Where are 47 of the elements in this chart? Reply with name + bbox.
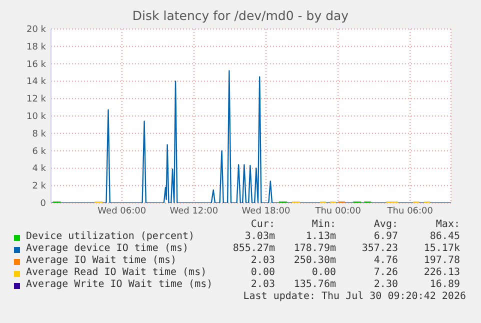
- x-tick-label: Wed 12:00: [170, 206, 218, 216]
- text: 16.89: [430, 279, 460, 290]
- text: 855.27m: [232, 243, 275, 254]
- y-tick-label: 4 k: [32, 164, 47, 174]
- text: Avg:: [374, 219, 398, 230]
- legend-label: Average device IO time (ms): [26, 243, 189, 254]
- x-tick-label: Wed 18:00: [242, 206, 290, 216]
- text: 3.03m: [244, 231, 275, 242]
- text: 178.79m: [294, 243, 336, 254]
- y-tick-label: 20 k: [26, 25, 47, 35]
- text: 135.76m: [294, 279, 336, 290]
- legend-label: Device utilization (percent): [26, 231, 195, 242]
- text: 86.45: [430, 231, 460, 242]
- legend-label: Average IO Wait time (ms): [26, 255, 177, 266]
- text: 2.30: [374, 279, 398, 290]
- text: Last update: Thu Jul 30 09:20:42 2026: [243, 291, 466, 302]
- legend-label: Average Read IO Wait time (ms): [26, 267, 207, 278]
- y-tick-label: 8 k: [32, 129, 47, 140]
- x-tick-label: Thu 06:00: [386, 206, 434, 216]
- x-tick-label: Wed 06:00: [98, 206, 146, 216]
- text: 6.97: [374, 231, 398, 242]
- text: 4.76: [374, 255, 398, 266]
- text: 250.30m: [294, 255, 336, 266]
- y-tick-label: 12 k: [26, 94, 47, 105]
- x-tick-label: Thu 00:00: [314, 206, 362, 216]
- y-tick-label: 14 k: [26, 77, 47, 88]
- legend-label: Average Write IO Wait time (ms): [26, 279, 213, 290]
- y-tick-label: 0: [40, 199, 46, 209]
- text: 2.03: [250, 279, 275, 290]
- text: 226.13: [424, 267, 460, 278]
- y-tick-label: 16 k: [26, 60, 47, 70]
- text: 2.03: [250, 255, 275, 266]
- text: 15.17k: [424, 243, 460, 254]
- y-tick-label: 18 k: [26, 42, 47, 52]
- text: 0.00: [250, 267, 275, 278]
- text: Cur:: [250, 219, 275, 230]
- chart-title: Disk latency for /dev/md0 - by day: [131, 8, 350, 23]
- y-tick-label: 6 k: [32, 146, 47, 157]
- text: Min:: [312, 219, 336, 230]
- text: 7.26: [374, 267, 398, 278]
- text: Max:: [436, 219, 460, 230]
- y-tick-label: 10 k: [26, 112, 47, 122]
- text: 357.23: [362, 243, 398, 254]
- y-tick-label: 2 k: [32, 182, 47, 192]
- text: 197.78: [424, 255, 460, 266]
- text: 0.00: [312, 267, 336, 278]
- text: 1.13m: [306, 231, 336, 242]
